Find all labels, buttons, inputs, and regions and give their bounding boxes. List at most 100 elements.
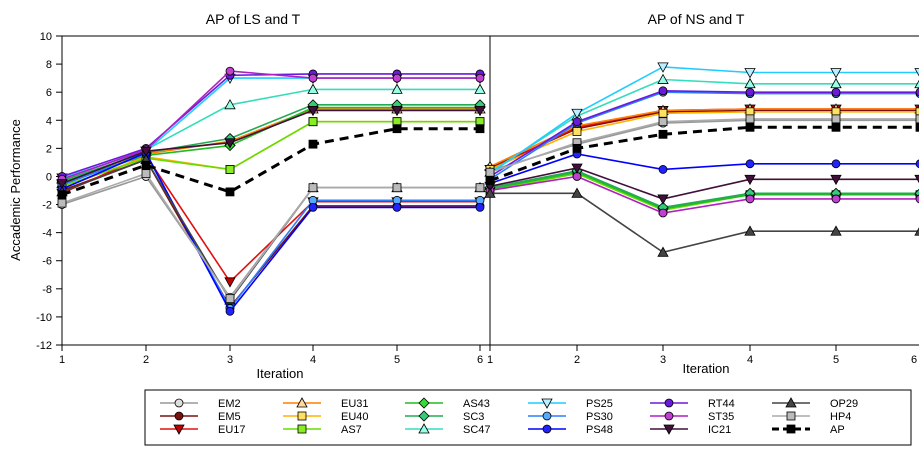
right-point-op29 [914, 227, 919, 236]
left-panel: AP of LS and T 10 8 6 4 2 0 -2 -4 -6 -8 -10 -12 1 2 3… [8, 11, 491, 381]
right-point-ap [745, 122, 755, 132]
right-line-op29 [490, 192, 919, 254]
left-x-tick-label: 3 [227, 354, 233, 366]
legend-item-hp4: HP4 [772, 411, 851, 423]
left-series-group [56, 66, 486, 316]
right-point-eu40 [915, 107, 919, 117]
legend-item-as43: AS43 [405, 397, 490, 410]
legend-swatch-marker [418, 410, 430, 422]
right-point-op29 [830, 225, 842, 236]
left-series-ps48 [57, 148, 485, 316]
legend-item-rt44: RT44 [650, 398, 735, 410]
right-point-rt44 [658, 86, 668, 96]
left-line-sc3 [61, 104, 480, 182]
right-point-st35 [658, 208, 668, 218]
left-series-hp4 [57, 169, 485, 304]
right-point-rt44 [572, 117, 582, 127]
legend-swatch-marker [786, 411, 796, 421]
left-series-em5 [57, 155, 485, 312]
right-panel-title: AP of NS and T [648, 11, 745, 27]
legend-swatch-marker [663, 424, 675, 435]
left-point-ps48 [475, 202, 485, 212]
left-point-ps48 [308, 202, 318, 212]
left-line-hp4 [61, 172, 480, 300]
legend-swatch-marker [418, 423, 430, 434]
legend-swatch-marker [297, 411, 307, 421]
left-point-ap [475, 124, 485, 134]
right-point-eu40 [572, 127, 582, 136]
left-point-sc47 [474, 83, 486, 94]
legend-item-op29: OP29 [772, 397, 858, 410]
left-point-hp4 [392, 183, 402, 193]
legend-item-ps30: PS30 [528, 411, 613, 423]
right-series-op29 [484, 187, 919, 257]
legend-label: OP29 [830, 398, 858, 410]
right-point-ic21 [657, 194, 669, 205]
left-plot-frame [61, 35, 491, 346]
left-series-ap [57, 124, 485, 200]
left-line-st35 [61, 70, 480, 181]
legend-label: IC21 [708, 424, 731, 436]
right-line-ps48 [489, 153, 919, 185]
legend-item-sc3: SC3 [405, 410, 484, 423]
legend-item-ap: AP [772, 424, 845, 436]
legend-item-em2: EM2 [160, 398, 241, 410]
legend-label: AS43 [463, 398, 490, 410]
legend-label: RT44 [708, 398, 735, 410]
right-point-sc47 [744, 77, 756, 89]
right-series-ps30 [485, 87, 919, 184]
left-point-st35 [392, 73, 402, 83]
left-x-tick-label: 5 [394, 354, 400, 366]
right-point-ap [915, 122, 919, 132]
right-x-axis: 1 2 3 4 5 6 [487, 345, 917, 366]
right-series-ps48 [485, 149, 919, 188]
left-point-sc47 [307, 83, 319, 94]
right-point-hp4 [831, 114, 841, 124]
y-tick-label: -2 [42, 200, 52, 212]
legend-label: AS7 [341, 424, 362, 436]
left-x-tick-label: 1 [59, 354, 65, 366]
right-line-eu40 [489, 111, 919, 171]
left-point-ic21 [56, 179, 68, 190]
left-line-em2 [61, 175, 480, 299]
right-line-ps30 [489, 91, 919, 180]
left-point-hp4 [308, 183, 318, 193]
legend-label: EM2 [218, 398, 241, 410]
left-point-ic21 [391, 106, 403, 117]
right-point-ps48 [831, 159, 841, 169]
legend-swatch-marker [542, 424, 552, 434]
right-point-ic21 [830, 174, 842, 186]
right-series-group [484, 62, 919, 257]
y-tick-label: 8 [46, 59, 52, 71]
legend-swatch-marker [418, 397, 430, 409]
left-point-hp4 [225, 294, 235, 304]
legend-item-as7: AS7 [283, 424, 362, 436]
right-point-op29 [484, 187, 496, 198]
right-x-tick-label: 1 [487, 354, 493, 366]
left-point-ps48 [392, 202, 402, 212]
left-line-ps48 [61, 151, 480, 313]
legend-item-ic21: IC21 [650, 424, 731, 436]
legend-swatch-marker [785, 397, 797, 408]
right-point-ps48 [915, 159, 919, 169]
right-x-tick-label: 3 [660, 354, 666, 366]
right-line-as43 [489, 171, 919, 210]
right-point-st35 [831, 194, 841, 204]
right-point-ic21 [744, 174, 756, 186]
left-line-as7 [61, 120, 480, 188]
right-point-ps25 [914, 68, 919, 77]
left-point-ic21 [474, 106, 486, 117]
right-point-ps48 [658, 165, 668, 174]
right-point-sc47 [657, 73, 669, 84]
y-tick-label: 10 [40, 31, 52, 43]
legend-swatch-marker [542, 411, 552, 421]
right-point-ps25 [830, 68, 842, 79]
right-point-ps25 [744, 68, 756, 79]
right-line-ic21 [489, 167, 919, 200]
right-point-op29 [744, 225, 756, 236]
legend-swatch-marker [297, 424, 307, 434]
right-point-ps25 [571, 108, 583, 120]
y-tick-label: 2 [46, 143, 52, 155]
right-x-tick-label: 5 [833, 354, 839, 366]
right-point-ap [831, 122, 841, 132]
